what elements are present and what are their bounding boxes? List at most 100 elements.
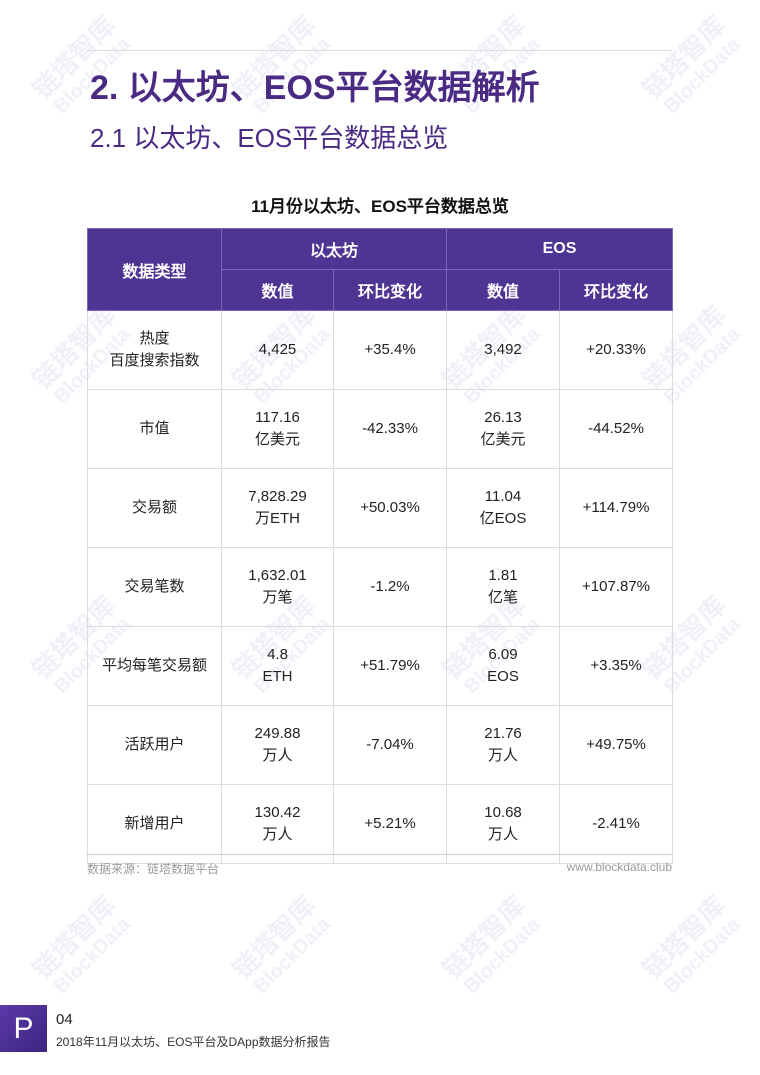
cell-eth-value: 4.8 ETH — [221, 626, 334, 706]
cell-eth-value-line: 4.8 — [267, 646, 288, 663]
header-eos-change: 环比变化 — [559, 269, 674, 311]
cell-eth-change: +50.03% — [332, 468, 448, 548]
watermark-cn: 链塔智库 — [636, 889, 732, 985]
cell-data-type: 新增用户 — [87, 784, 222, 864]
table-row: 交易额 7,828.29 万ETH +50.03% 11.04 亿EOS +114.79% — [87, 468, 674, 548]
cell-data-type-line: 热度 — [139, 330, 170, 347]
page-badge: P — [0, 1005, 47, 1052]
cell-eos-change-line: +49.75% — [586, 736, 646, 753]
cell-eos-value-line: 6.09 — [488, 646, 518, 663]
cell-eth-value-line: 7,828.29 — [248, 488, 307, 505]
cell-data-type-line: 活跃用户 — [124, 736, 185, 753]
page-number: 04 — [56, 1011, 73, 1028]
cell-eos-change-line: +107.87% — [582, 578, 651, 595]
cell-eth-change-line: -7.04% — [366, 736, 414, 753]
cell-eos-value: 6.09 EOS — [446, 626, 561, 706]
cell-data-type: 市值 — [87, 389, 222, 469]
cell-data-type: 热度 百度搜索指数 — [87, 310, 222, 390]
cell-eos-value-line: 万人 — [488, 826, 519, 843]
cell-eos-change-line: -2.41% — [592, 815, 640, 832]
cell-eos-change: +49.75% — [559, 705, 674, 785]
cell-data-type: 平均每笔交易额 — [87, 626, 222, 706]
watermark-cn: 链塔智库 — [636, 9, 732, 105]
cell-eos-change-line: +20.33% — [586, 341, 646, 358]
cell-eos-value-line: 1.81 — [488, 567, 518, 584]
header-eth-change: 环比变化 — [332, 269, 448, 311]
site-url: www.blockdata.club — [566, 860, 672, 874]
cell-eth-value-line: 万人 — [262, 747, 293, 764]
source-divider — [86, 854, 672, 855]
cell-eos-value-line: 亿笔 — [488, 589, 519, 606]
cell-eos-value-line: 3,492 — [484, 341, 522, 358]
cell-eos-change: -2.41% — [559, 784, 674, 864]
watermark: 链塔智库 BlockData — [636, 889, 746, 1000]
cell-eos-value-line: EOS — [487, 668, 519, 685]
cell-eth-change: +51.79% — [332, 626, 448, 706]
watermark-en: BlockData — [659, 33, 745, 118]
cell-eth-change: +5.21% — [332, 784, 448, 864]
cell-eth-value-line: ETH — [262, 668, 293, 685]
cell-eos-change: +3.35% — [559, 626, 674, 706]
cell-eth-value: 130.42 万人 — [221, 784, 334, 864]
cell-eos-change: +107.87% — [559, 547, 674, 627]
cell-eos-change: -44.52% — [559, 389, 674, 469]
cell-eth-value-line: 万ETH — [254, 510, 300, 527]
cell-eth-value-line: 万人 — [262, 826, 293, 843]
header-eth-value: 数值 — [221, 269, 334, 311]
table-row: 交易笔数 1,632.01 万笔 -1.2% 1.81 亿笔 +107.87% — [87, 547, 674, 627]
watermark: 链塔智库 BlockData — [26, 889, 136, 1000]
header-eth: 以太坊 — [220, 228, 448, 270]
cell-eth-value-line: 4,425 — [258, 341, 297, 358]
watermark: 链塔智库 BlockData — [226, 889, 336, 1000]
watermark-cn: 链塔智库 — [226, 889, 322, 985]
watermark-cn: 链塔智库 — [436, 889, 532, 985]
cell-data-type: 活跃用户 — [87, 705, 222, 785]
cell-eth-value: 4,425 — [221, 310, 334, 390]
cell-data-type-line: 新增用户 — [124, 815, 185, 832]
cell-eth-value: 1,632.01 万笔 — [221, 547, 334, 627]
header-data-type: 数据类型 — [87, 228, 222, 311]
watermark: 链塔智库 BlockData — [436, 889, 546, 1000]
cell-eth-value-line: 1,632.01 — [248, 567, 307, 584]
header-eos-value: 数值 — [446, 269, 561, 311]
cell-eos-change-line: -44.52% — [588, 420, 644, 437]
cell-data-type-line: 百度搜索指数 — [109, 352, 200, 369]
cell-eth-value: 249.88 万人 — [221, 705, 334, 785]
cell-eos-value: 26.13 亿美元 — [446, 389, 561, 469]
cell-eth-value-line: 亿美元 — [254, 431, 300, 448]
cell-eth-change-line: -1.2% — [370, 578, 410, 595]
cell-eth-value-line: 249.88 — [254, 725, 301, 742]
cell-eos-value-line: 亿EOS — [479, 510, 527, 527]
cell-eos-value-line: 11.04 — [484, 488, 522, 505]
cell-eos-value: 10.68 万人 — [446, 784, 561, 864]
cell-data-type-line: 市值 — [139, 420, 170, 437]
table-row: 活跃用户 249.88 万人 -7.04% 21.76 万人 +49.75% — [87, 705, 674, 785]
watermark-en: BlockData — [249, 913, 335, 998]
watermark-cn: 链塔智库 — [26, 889, 122, 985]
cell-data-type-line: 平均每笔交易额 — [101, 657, 207, 674]
cell-eth-value: 7,828.29 万ETH — [221, 468, 334, 548]
watermark-en: BlockData — [49, 913, 135, 998]
table-row: 新增用户 130.42 万人 +5.21% 10.68 万人 -2.41% — [87, 784, 674, 864]
cell-data-type: 交易笔数 — [87, 547, 222, 627]
cell-data-type: 交易额 — [87, 468, 222, 548]
cell-eos-change: +20.33% — [559, 310, 674, 390]
header-eos: EOS — [446, 228, 674, 270]
cell-eth-change-line: +35.4% — [364, 341, 416, 358]
report-title: 2018年11月以太坊、EOS平台及DApp数据分析报告 — [56, 1035, 331, 1049]
table-row: 市值 117.16 亿美元 -42.33% 26.13 亿美元 -44.52% — [87, 389, 674, 469]
cell-eth-change-line: +51.79% — [360, 657, 420, 674]
cell-eos-value: 3,492 — [446, 310, 561, 390]
watermark: 链塔智库 BlockData — [636, 9, 746, 120]
top-divider — [86, 50, 672, 51]
cell-eth-change-line: +5.21% — [364, 815, 416, 832]
cell-eth-value-line: 万笔 — [262, 589, 293, 606]
section-title: 2. 以太坊、EOS平台数据解析 — [90, 69, 540, 107]
cell-data-type-line: 交易笔数 — [124, 578, 185, 595]
cell-eth-change-line: -42.33% — [362, 420, 418, 437]
cell-eos-value: 1.81 亿笔 — [446, 547, 561, 627]
watermark-en: BlockData — [459, 913, 545, 998]
cell-eos-change-line: +114.79% — [582, 499, 650, 516]
cell-eth-change-line: +50.03% — [360, 499, 420, 516]
cell-eos-value-line: 21.76 — [484, 725, 522, 742]
